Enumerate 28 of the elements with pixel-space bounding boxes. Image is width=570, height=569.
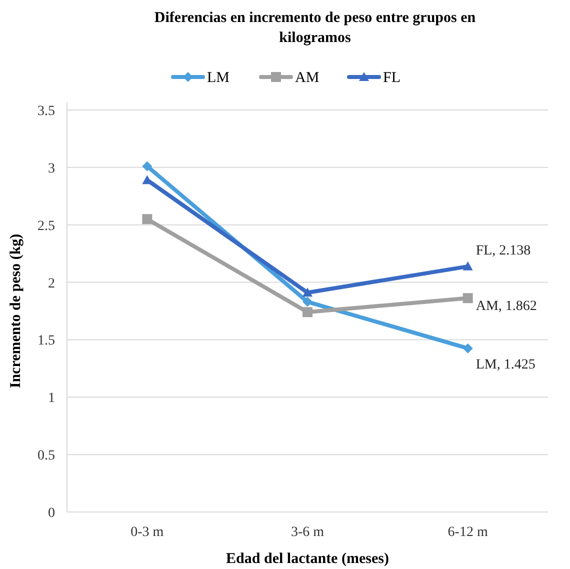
- point: [462, 293, 473, 304]
- point: [462, 261, 473, 270]
- y-tick-label: 0.5: [38, 448, 55, 464]
- x-tick-label: 6-12 m: [448, 525, 488, 540]
- data-label: LM, 1.425: [476, 357, 536, 372]
- x-tick-label: 0-3 m: [130, 525, 164, 540]
- legend-label: LM: [207, 70, 230, 86]
- y-tick-label: 1.5: [38, 334, 55, 349]
- chart-title: Diferencias en incremento de peso entre grupos en kilogramos: [154, 10, 476, 46]
- y-tick-label: 1: [48, 391, 55, 406]
- legend-label: AM: [295, 70, 320, 86]
- point: [142, 161, 152, 172]
- y-tick-label: 3.5: [38, 104, 55, 119]
- y-tick-label: 2: [48, 276, 55, 292]
- data-label: FL, 2.138: [476, 243, 531, 258]
- point: [302, 307, 312, 318]
- point: [142, 214, 152, 224]
- x-axis-title: Edad del lactante (meses): [226, 551, 389, 567]
- data-label: AM, 1.862: [476, 299, 537, 314]
- x-tick-label: 3-6 m: [290, 525, 324, 540]
- y-tick-label: 3: [48, 161, 55, 176]
- point: [302, 296, 312, 307]
- y-tick-label: 2.5: [38, 218, 55, 234]
- legend-label: FL: [383, 70, 401, 86]
- y-axis-title: Incremento de peso (kg): [8, 234, 24, 388]
- point: [302, 288, 312, 297]
- point: [462, 343, 473, 354]
- y-tick-label: 0: [48, 506, 55, 521]
